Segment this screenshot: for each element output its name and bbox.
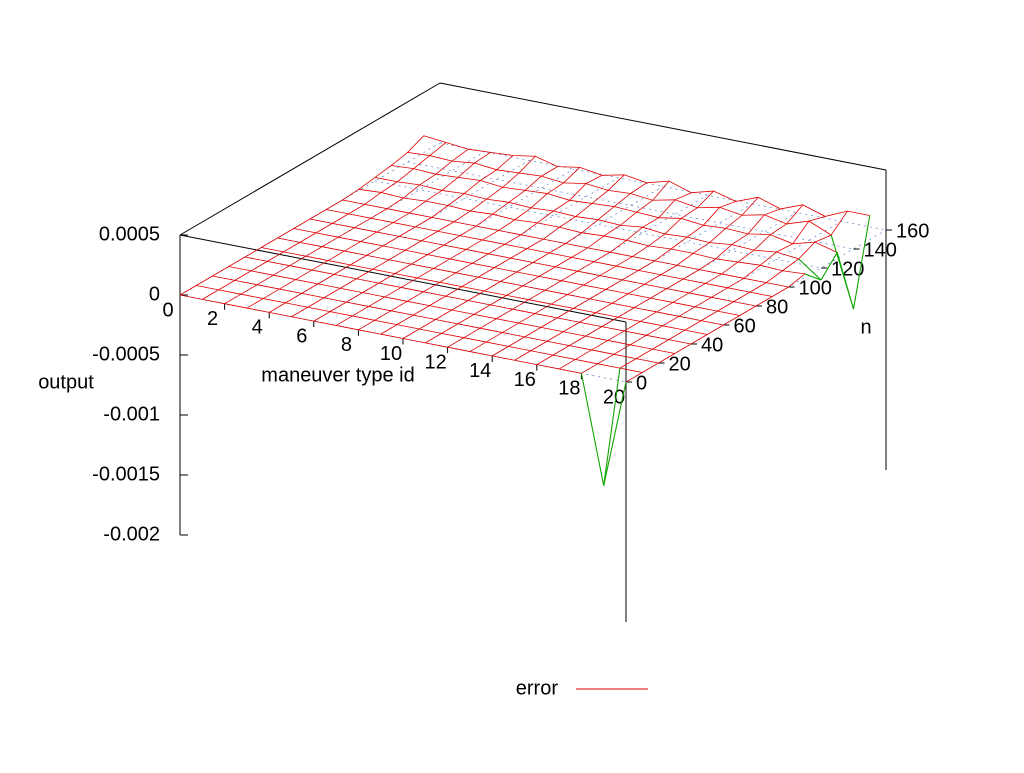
- surface-line: [358, 174, 603, 331]
- surface-underside: [603, 368, 621, 486]
- surface-line: [179, 294, 627, 486]
- x-tick-label: 12: [424, 351, 446, 373]
- surface-line: [291, 155, 536, 318]
- grid-line: [374, 180, 822, 269]
- surface-line: [196, 285, 643, 373]
- y-tick-label: 100: [799, 277, 832, 299]
- y-tick-label: 20: [669, 353, 691, 375]
- y-tick-label: 40: [701, 334, 723, 356]
- y-tick-label: 0: [636, 372, 647, 394]
- surface-line: [491, 201, 737, 357]
- box-edge: [179, 82, 441, 236]
- z-tick-label: -0.002: [103, 523, 160, 545]
- grid-line: [439, 142, 887, 231]
- surface-line: [425, 180, 670, 344]
- legend-label: error: [516, 677, 559, 699]
- surface-line: [447, 192, 692, 348]
- y-tick-label: 160: [896, 220, 929, 242]
- surface-line: [380, 174, 625, 335]
- surface-line: [558, 204, 804, 370]
- surface-line: [407, 152, 854, 310]
- y-tick-label: 140: [864, 239, 897, 261]
- surface-line: [309, 218, 757, 307]
- surface-line: [228, 266, 675, 354]
- box-edge: [179, 234, 627, 323]
- x-tick-label: 18: [558, 378, 580, 400]
- surface-underside: [603, 381, 627, 486]
- z-tick-label: -0.001: [103, 403, 160, 425]
- surface-line: [293, 228, 740, 316]
- surface-line: [277, 237, 724, 326]
- surface-line: [313, 166, 558, 322]
- surface-line: [342, 199, 789, 288]
- x-tick-label: 2: [207, 308, 218, 330]
- x-axis-label: maneuver type id: [261, 364, 414, 386]
- y-tick-label: 80: [766, 296, 788, 318]
- surface-line: [581, 216, 826, 374]
- surface-line: [402, 182, 647, 339]
- grid-line: [407, 161, 854, 250]
- x-tick-label: 10: [380, 343, 402, 365]
- surface-line: [391, 165, 838, 253]
- x-tick-label: 0: [162, 299, 173, 321]
- z-tick-label: 0.0005: [99, 223, 160, 245]
- x-tick-label: 20: [603, 386, 625, 408]
- surface-line: [268, 155, 514, 313]
- z-tick-label: 0: [149, 283, 160, 305]
- surface-line: [469, 190, 714, 352]
- z-tick-label: -0.0005: [92, 343, 160, 365]
- surface-line: [326, 209, 773, 297]
- surface-line: [514, 197, 759, 361]
- surface-line: [202, 142, 447, 300]
- surface-line: [261, 247, 708, 335]
- surface-line: [423, 135, 870, 217]
- z-axis-label: output: [38, 371, 94, 393]
- surface-line: [358, 188, 805, 275]
- x-tick-label: 6: [296, 325, 307, 347]
- y-axis-label: n: [860, 316, 871, 338]
- z-tick-label: -0.0015: [92, 463, 160, 485]
- surface-line: [335, 167, 581, 326]
- box-edge: [439, 82, 887, 171]
- surface-line: [179, 135, 425, 296]
- x-tick-label: 16: [514, 369, 536, 391]
- surface-line: [536, 208, 781, 365]
- surface-line: [603, 210, 848, 486]
- x-tick-label: 4: [252, 317, 263, 339]
- x-tick-label: 14: [469, 360, 491, 382]
- surface-underside: [580, 373, 605, 486]
- surface-line: [246, 152, 491, 309]
- surface-underside: [820, 252, 838, 281]
- surface-line: [224, 148, 469, 305]
- x-tick-label: 8: [341, 334, 352, 356]
- surface-line: [244, 256, 692, 345]
- surface-underside: [836, 252, 854, 310]
- surface-underside: [798, 258, 822, 281]
- surface-line: [212, 275, 659, 364]
- surface-line: [374, 177, 822, 281]
- y-tick-label: 60: [734, 315, 756, 337]
- surface-underside: [804, 273, 822, 281]
- surface-underside: [853, 215, 871, 310]
